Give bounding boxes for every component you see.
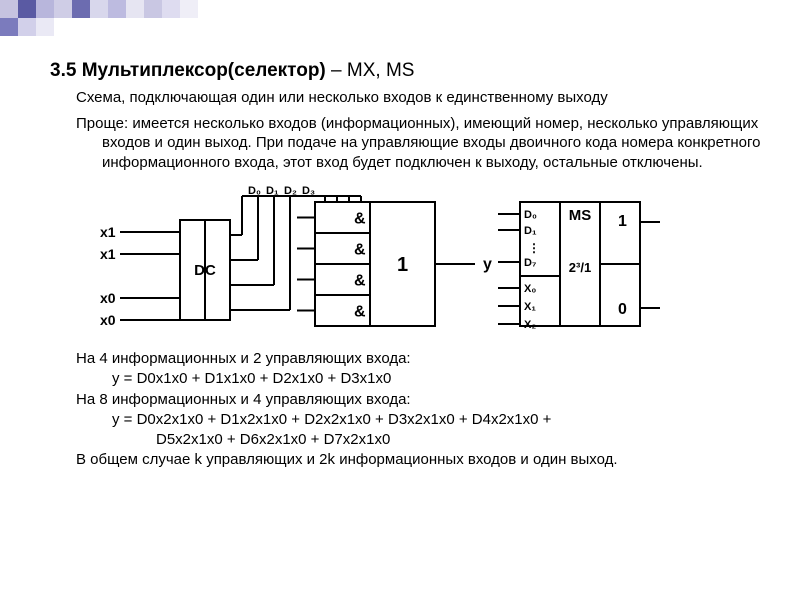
decor-square <box>72 0 90 18</box>
svg-text:X₁: X₁ <box>524 301 536 313</box>
decor-square <box>144 0 162 18</box>
heading-rest: – MX, MS <box>326 60 415 81</box>
svg-text:x0: x0 <box>100 312 116 328</box>
decor-square <box>162 0 180 18</box>
slide-content: 3.5 Мультиплексор(селектор) – MX, MS Схе… <box>50 60 770 471</box>
formula3: В общем случае k управляющих и 2k информ… <box>76 450 770 470</box>
formula1-eq: y = D0x1x0 + D1x1x0 + D2x1x0 + D3x1x0 <box>112 369 770 389</box>
svg-text:1: 1 <box>618 213 627 230</box>
svg-text:D₇: D₇ <box>524 257 536 269</box>
decor-square <box>126 0 144 18</box>
formula2-caption: На 8 информационных и 4 управляющих вход… <box>76 390 770 410</box>
paragraph-1: Схема, подключающая один или несколько в… <box>76 88 770 108</box>
decor-square <box>36 18 54 36</box>
svg-text:1: 1 <box>397 254 408 276</box>
decor-square <box>54 0 72 18</box>
svg-text:D₀: D₀ <box>524 209 537 221</box>
svg-text:2³/1: 2³/1 <box>569 260 591 275</box>
decor-square <box>90 0 108 18</box>
svg-text:0: 0 <box>618 301 627 318</box>
svg-text:X₂: X₂ <box>524 319 536 331</box>
formula1-caption: На 4 информационных и 2 управляющих вход… <box>76 349 770 369</box>
svg-text:⋮: ⋮ <box>528 241 540 255</box>
decor-square <box>0 0 18 18</box>
formula2-eq-a: y = D0x2x1x0 + D1x2x1x0 + D2x2x1x0 + D3x… <box>112 410 770 430</box>
svg-text:x1: x1 <box>100 224 116 240</box>
svg-text:&: & <box>354 273 366 290</box>
diagram: DCx1x1x0x0D₀D₁D₂D₃&&&&1yD₀D₁⋮D₇X₀X₁X₂MS2… <box>80 180 770 345</box>
formula2-eq-b: D5x2x1x0 + D6x2x1x0 + D7x2x1x0 <box>156 430 770 450</box>
decor-square <box>108 0 126 18</box>
svg-text:&: & <box>354 211 366 228</box>
svg-text:y: y <box>483 256 492 273</box>
decor-square <box>18 0 36 18</box>
decor-square <box>18 18 36 36</box>
svg-text:X₀: X₀ <box>524 283 536 295</box>
paragraph-2: Проще: имеется несколько входов (информа… <box>76 114 770 173</box>
svg-text:&: & <box>354 242 366 259</box>
svg-text:MS: MS <box>569 207 592 224</box>
decor-square <box>36 0 54 18</box>
multiplexer-schematic: DCx1x1x0x0D₀D₁D₂D₃&&&&1yD₀D₁⋮D₇X₀X₁X₂MS2… <box>80 180 680 340</box>
decor-square <box>180 0 198 18</box>
heading-bold: 3.5 Мультиплексор(селектор) <box>50 60 326 81</box>
heading: 3.5 Мультиплексор(селектор) – MX, MS <box>50 60 770 82</box>
svg-text:x0: x0 <box>100 290 116 306</box>
svg-text:D₁: D₁ <box>524 225 537 237</box>
svg-text:x1: x1 <box>100 246 116 262</box>
corner-decoration <box>0 0 210 38</box>
formulas: На 4 информационных и 2 управляющих вход… <box>76 349 770 471</box>
svg-text:&: & <box>354 304 366 321</box>
decor-square <box>0 18 18 36</box>
svg-text:DC: DC <box>194 262 216 279</box>
